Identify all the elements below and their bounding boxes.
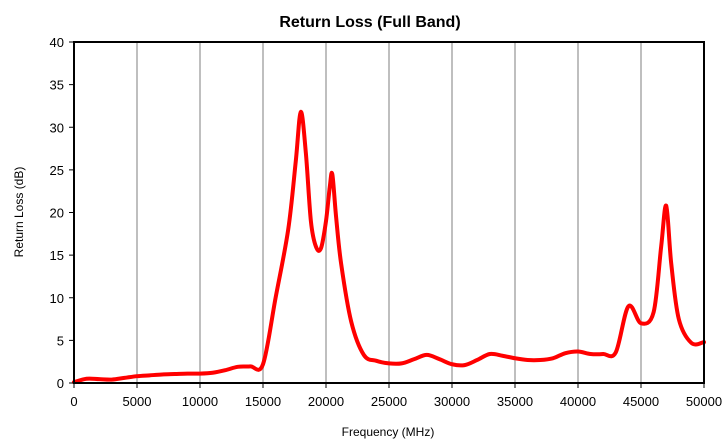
x-tick-label: 40000	[560, 394, 596, 409]
return-loss-series-line	[72, 109, 706, 385]
x-tick-label: 50000	[686, 394, 722, 409]
x-tick-label: 0	[70, 394, 77, 409]
y-tick-label: 0	[57, 376, 64, 391]
y-axis-label: Return Loss (dB)	[12, 167, 26, 258]
y-tick-label: 30	[50, 120, 64, 135]
y-tick-label: 5	[57, 333, 64, 348]
x-tick-label: 5000	[123, 394, 152, 409]
y-tick-label: 40	[50, 35, 64, 50]
chart-title: Return Loss (Full Band)	[279, 14, 460, 31]
x-tick-label: 45000	[623, 394, 659, 409]
x-tick-label: 25000	[371, 394, 407, 409]
x-axis-label: Frequency (MHz)	[342, 425, 435, 439]
x-tick-label: 30000	[434, 394, 470, 409]
grid-lines	[136, 42, 642, 383]
x-axis-ticks: 0 5000 10000 15000 20000 25000 30000 35000 40000…	[70, 383, 722, 409]
y-axis-ticks: 0 5 10 15 20 25 30 35 40	[50, 35, 74, 391]
x-tick-label: 15000	[245, 394, 281, 409]
y-tick-label: 10	[50, 291, 64, 306]
y-tick-label: 15	[50, 248, 64, 263]
series-layer	[72, 109, 706, 385]
x-tick-label: 10000	[182, 394, 218, 409]
x-tick-label: 20000	[308, 394, 344, 409]
y-tick-label: 25	[50, 163, 64, 178]
y-tick-label: 20	[50, 206, 64, 221]
x-tick-label: 35000	[497, 394, 533, 409]
y-tick-label: 35	[50, 78, 64, 93]
